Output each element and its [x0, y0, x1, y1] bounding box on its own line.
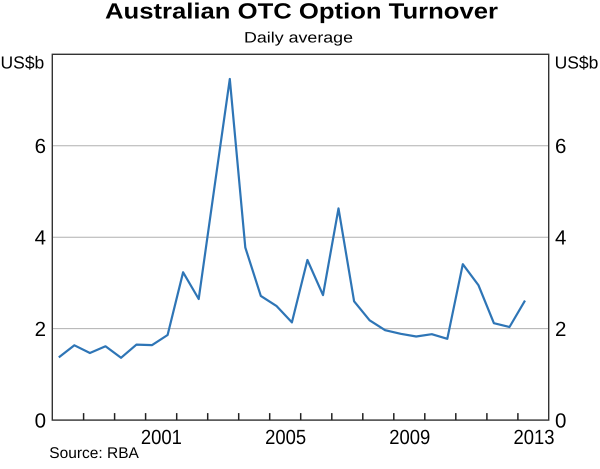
- svg-text:2: 2: [35, 318, 46, 341]
- svg-text:US$b: US$b: [1, 52, 45, 72]
- svg-text:2013: 2013: [514, 426, 555, 449]
- svg-text:2005: 2005: [265, 426, 306, 449]
- svg-text:0: 0: [35, 410, 46, 433]
- svg-text:4: 4: [555, 227, 566, 250]
- svg-text:4: 4: [35, 227, 46, 250]
- svg-text:6: 6: [555, 135, 566, 158]
- svg-text:0: 0: [555, 410, 566, 433]
- svg-text:2: 2: [555, 318, 566, 341]
- svg-text:US$b: US$b: [555, 52, 599, 72]
- svg-text:2001: 2001: [141, 426, 182, 449]
- svg-text:Australian OTC Option Turnover: Australian OTC Option Turnover: [105, 0, 498, 24]
- svg-text:Source: RBA: Source: RBA: [49, 445, 139, 462]
- svg-text:6: 6: [35, 135, 46, 158]
- svg-text:2009: 2009: [389, 426, 430, 449]
- svg-text:Daily average: Daily average: [244, 29, 353, 46]
